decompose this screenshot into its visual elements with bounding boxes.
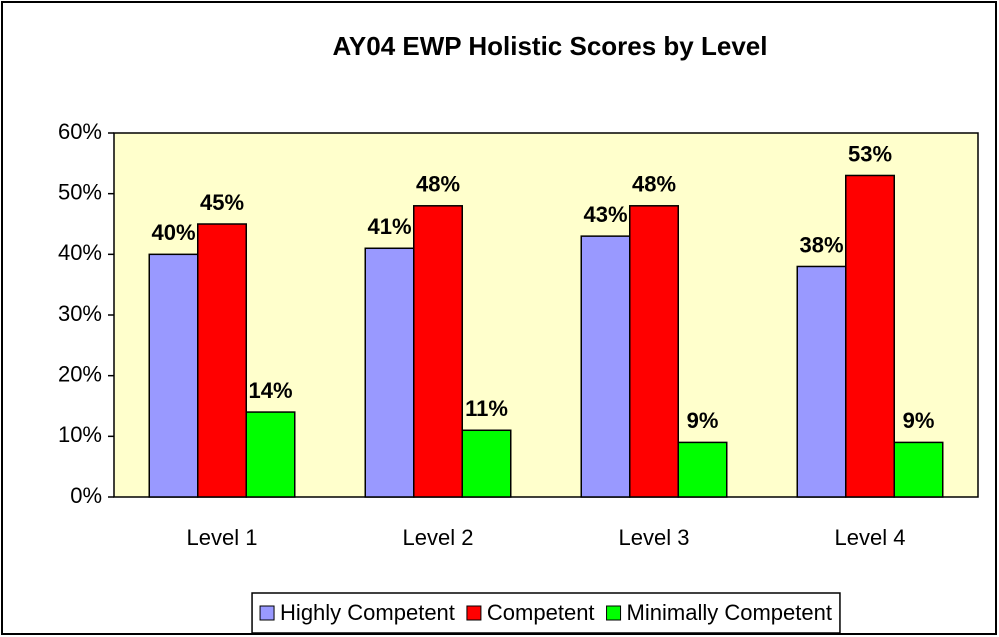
bar	[893, 441, 944, 498]
x-tick-label: Level 4	[835, 525, 906, 550]
bar	[629, 205, 679, 498]
value-label: 41%	[367, 214, 411, 239]
legend-swatch	[606, 605, 622, 621]
bar	[796, 265, 847, 498]
bar	[580, 235, 631, 498]
legend-swatch	[259, 605, 275, 621]
value-label: 45%	[200, 190, 244, 215]
value-label: 48%	[416, 172, 460, 197]
value-label: 43%	[583, 202, 627, 227]
value-label: 9%	[903, 408, 935, 433]
y-tick-label: 20%	[58, 361, 102, 386]
y-tick-label: 60%	[58, 119, 102, 144]
x-tick-label: Level 2	[403, 525, 474, 550]
bar	[245, 411, 296, 498]
chart-title: AY04 EWP Holistic Scores by Level	[333, 31, 768, 61]
bar	[364, 247, 415, 498]
legend-label: Highly Competent	[280, 600, 455, 625]
y-tick-label: 10%	[58, 422, 102, 447]
bar	[197, 223, 247, 498]
bar	[461, 429, 512, 498]
y-tick-label: 40%	[58, 240, 102, 265]
value-label: 40%	[151, 220, 195, 245]
bar	[148, 253, 199, 498]
value-label: 38%	[799, 232, 843, 257]
bar	[677, 441, 728, 498]
x-tick-label: Level 3	[619, 525, 690, 550]
legend-label: Minimally Competent	[627, 600, 832, 625]
legend-box	[251, 592, 841, 634]
value-label: 14%	[248, 378, 292, 403]
legend-label: Competent	[487, 600, 595, 625]
value-label: 11%	[465, 396, 508, 421]
value-label: 9%	[687, 408, 719, 433]
y-tick-label: 0%	[70, 483, 102, 508]
value-label: 48%	[632, 172, 676, 197]
value-label: 53%	[848, 141, 892, 166]
y-tick-label: 30%	[58, 301, 102, 326]
y-tick-label: 50%	[58, 179, 102, 204]
bar	[413, 205, 463, 498]
x-tick-label: Level 1	[187, 525, 258, 550]
legend-swatch	[466, 605, 482, 621]
bar	[845, 174, 895, 498]
